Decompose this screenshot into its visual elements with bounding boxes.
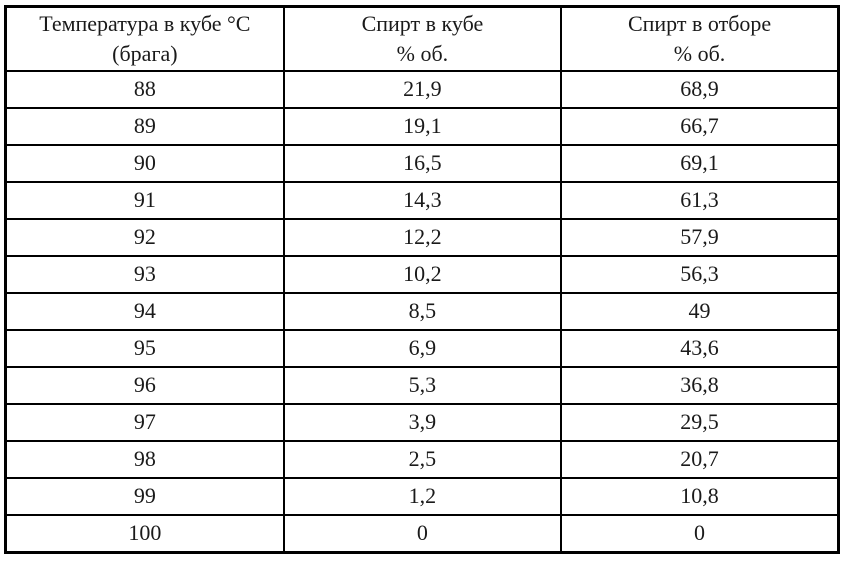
table-cell: 14,3: [282, 180, 563, 220]
table-body: 88 21,9 68,9 89 19,1 66,7 90 16,5 69,1 91 14,3 61,3…: [4, 70, 840, 554]
header-temperature-line1: Температура в кубе °С: [39, 11, 251, 37]
table-row: 96 5,3 36,8: [4, 365, 840, 405]
table-cell: 95: [4, 328, 285, 368]
table-row: 88 21,9 68,9: [4, 70, 840, 109]
table-cell: 20,7: [560, 439, 840, 479]
table-row: 89 19,1 66,7: [4, 106, 840, 146]
table-cell: 69,1: [560, 143, 840, 183]
table-cell: 96: [4, 365, 285, 405]
table-cell: 10,2: [282, 254, 563, 294]
table-row: 97 3,9 29,5: [4, 402, 840, 442]
table-row: 98 2,5 20,7: [4, 439, 840, 479]
table-cell: 21,9: [282, 70, 563, 109]
table-cell: 10,8: [560, 476, 840, 516]
table-cell: 57,9: [560, 217, 840, 257]
table-cell: 19,1: [282, 106, 563, 146]
table-cell: 29,5: [560, 402, 840, 442]
table-cell: 94: [4, 291, 285, 331]
table-cell: 100: [4, 513, 285, 554]
table-cell: 1,2: [282, 476, 563, 516]
table-cell: 49: [560, 291, 840, 331]
table-cell: 56,3: [560, 254, 840, 294]
header-alcohol-cube-line2: % об.: [396, 41, 449, 66]
table-row: 99 1,2 10,8: [4, 476, 840, 516]
table-cell: 8,5: [282, 291, 563, 331]
table-cell: 68,9: [560, 70, 840, 109]
table-row: 91 14,3 61,3: [4, 180, 840, 220]
table-cell: 88: [4, 70, 285, 109]
header-alcohol-cube-line1: Спирт в кубе: [361, 11, 484, 37]
table-cell: 66,7: [560, 106, 840, 146]
header-temperature-line2: (брага): [112, 41, 178, 66]
table-cell: 90: [4, 143, 285, 183]
table-cell: 43,6: [560, 328, 840, 368]
table-cell: 2,5: [282, 439, 563, 479]
table-row: 94 8,5 49: [4, 291, 840, 331]
header-alcohol-extraction-line1: Спирт в отборе: [627, 11, 772, 37]
table-cell: 92: [4, 217, 285, 257]
header-alcohol-cube: Спирт в кубе % об.: [282, 5, 563, 72]
table-cell: 3,9: [282, 402, 563, 442]
table-cell: 16,5: [282, 143, 563, 183]
distillation-table: Температура в кубе °С (брага) Спирт в ку…: [4, 5, 840, 554]
table-cell: 61,3: [560, 180, 840, 220]
header-temperature: Температура в кубе °С (брага): [4, 5, 285, 72]
header-row: Температура в кубе °С (брага) Спирт в ку…: [4, 5, 840, 72]
table-row: 92 12,2 57,9: [4, 217, 840, 257]
table-cell: 36,8: [560, 365, 840, 405]
table-cell: 93: [4, 254, 285, 294]
header-alcohol-extraction: Спирт в отборе % об.: [560, 5, 840, 72]
table-cell: 99: [4, 476, 285, 516]
table-row: 90 16,5 69,1: [4, 143, 840, 183]
table-cell: 91: [4, 180, 285, 220]
table-cell: 12,2: [282, 217, 563, 257]
table-row: 95 6,9 43,6: [4, 328, 840, 368]
table-cell: 89: [4, 106, 285, 146]
header-alcohol-extraction-line2: % об.: [673, 41, 726, 66]
table-row: 93 10,2 56,3: [4, 254, 840, 294]
table-row: 100 0 0: [4, 513, 840, 554]
table-cell: 0: [560, 513, 840, 554]
table-cell: 97: [4, 402, 285, 442]
table-cell: 6,9: [282, 328, 563, 368]
table-cell: 98: [4, 439, 285, 479]
table-cell: 5,3: [282, 365, 563, 405]
table-cell: 0: [282, 513, 563, 554]
